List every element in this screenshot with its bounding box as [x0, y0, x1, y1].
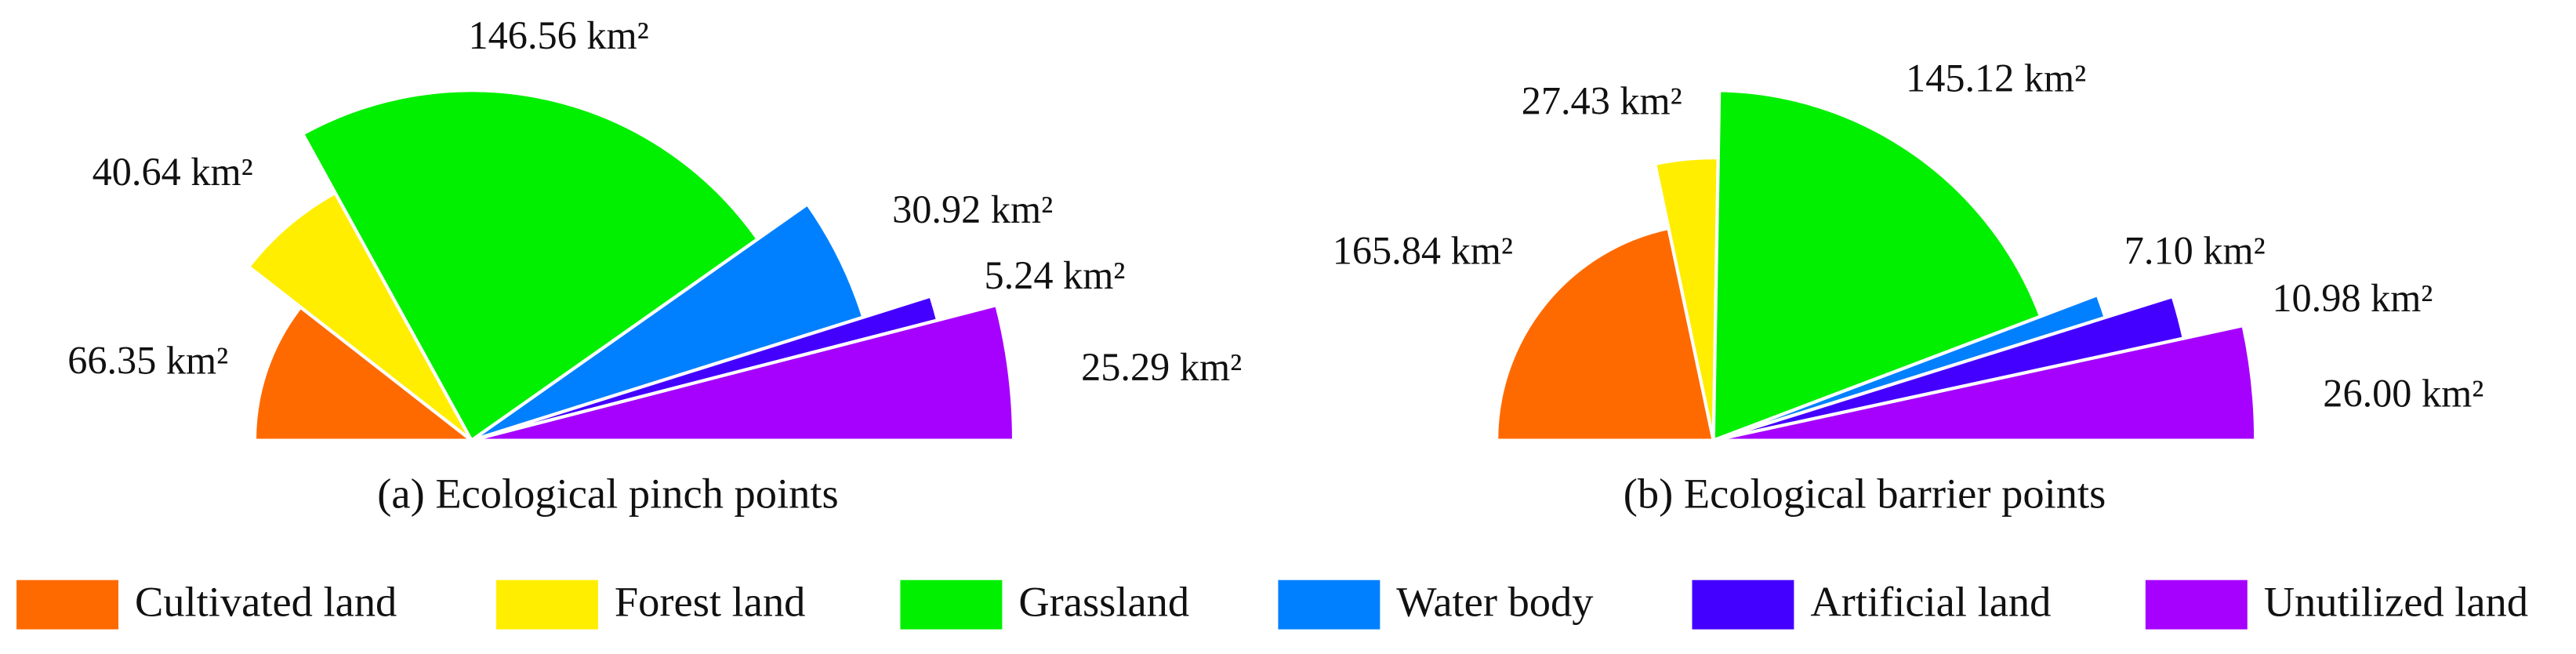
value-label: 30.92 km² [892, 187, 1053, 231]
sector [470, 202, 865, 442]
legend-label: Forest land [615, 578, 806, 626]
value-label: 7.10 km² [2124, 228, 2266, 272]
sector [300, 89, 760, 443]
value-label: 66.35 km² [67, 339, 228, 383]
value-label: 27.43 km² [1522, 79, 1682, 123]
sector [471, 303, 1016, 442]
chart-title: (a) Ecological pinch points [377, 469, 838, 517]
value-label: 40.64 km² [93, 150, 253, 194]
chart-title: (b) Ecological barrier points [1624, 469, 2106, 517]
legend-label: Artificial land [1810, 578, 2051, 626]
value-label: 5.24 km² [984, 253, 1125, 297]
value-label: 146.56 km² [469, 13, 649, 57]
legend-label: Grassland [1018, 578, 1189, 626]
legend-swatch [2145, 580, 2248, 630]
legend-swatch [16, 580, 119, 630]
value-label: 165.84 km² [1333, 228, 1513, 272]
value-label: 145.12 km² [1906, 56, 2086, 100]
sector [246, 191, 473, 442]
legend-swatch [900, 580, 1003, 630]
legend-label: Unutilized land [2264, 578, 2528, 626]
legend-label: Water body [1396, 578, 1594, 626]
sector [1711, 89, 2043, 443]
legend-swatch [1278, 580, 1381, 630]
value-label: 10.98 km² [2272, 276, 2433, 320]
legend-label: Cultivated land [135, 578, 397, 626]
value-label: 26.00 km² [2323, 372, 2483, 416]
value-label: 25.29 km² [1081, 345, 1242, 389]
legend-swatch [1692, 580, 1794, 630]
sector [252, 304, 477, 442]
sector [1713, 323, 2258, 442]
legend-swatch [495, 580, 598, 630]
sector [1495, 226, 1716, 442]
